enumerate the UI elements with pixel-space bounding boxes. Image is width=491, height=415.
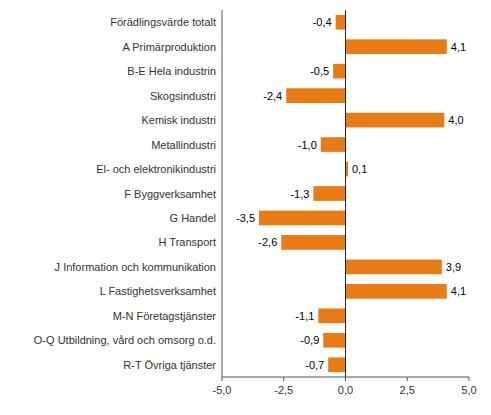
data-label: -1,3 — [290, 188, 309, 200]
category-label: Kemisk industri — [141, 114, 216, 126]
category-label: A Primärproduktion — [122, 41, 216, 53]
data-labels: -0,4 4,1 -0,5 -2,4 4,0 -1,0 0,1 -1,3 -3,5-2,6 3,9… — [236, 16, 466, 371]
bar — [318, 308, 345, 323]
bar — [281, 235, 345, 250]
data-label: -2,6 — [258, 236, 277, 248]
data-label: -1,0 — [298, 139, 317, 151]
bars — [259, 15, 447, 372]
data-label: -3,5 — [236, 212, 255, 224]
bar — [313, 186, 345, 201]
data-label: 3,9 — [446, 261, 461, 273]
bar — [286, 88, 345, 103]
chart-container: -5,0 -2,5 0,0 2,5 5,0 Förädlingsvärde totalt A… — [0, 0, 491, 415]
category-label: Skogsindustri — [150, 90, 216, 102]
category-label: F Byggverksamhet — [124, 188, 216, 200]
y-axis: Förädlingsvärde totalt A Primärproduktion… — [34, 16, 217, 371]
zero-line — [345, 10, 346, 377]
x-tick-label: 5,0 — [461, 384, 476, 396]
x-tick — [283, 377, 284, 381]
bar — [259, 211, 345, 226]
bar — [346, 113, 445, 128]
x-tick-label: -2,5 — [274, 384, 293, 396]
data-label: -2,4 — [263, 90, 282, 102]
data-label: 4,1 — [451, 41, 466, 53]
y-axis-line — [222, 10, 223, 377]
category-label: R-T Övriga tjänster — [123, 359, 216, 371]
x-axis: -5,0 -2,5 0,0 2,5 5,0 — [213, 377, 477, 396]
data-label: -0,9 — [300, 334, 319, 346]
x-tick-label: 2,5 — [400, 384, 415, 396]
category-label: L Fastighetsverksamhet — [100, 285, 216, 297]
data-label: 0,1 — [352, 163, 367, 175]
category-label: M-N Företagstjänster — [113, 310, 217, 322]
bar — [346, 39, 447, 54]
data-label: 4,1 — [451, 285, 466, 297]
bar — [336, 15, 346, 30]
bar — [328, 357, 345, 372]
category-label: O-Q Utbildning, vård och omsorg o.d. — [34, 334, 216, 346]
data-label: 4,0 — [448, 114, 463, 126]
x-tick-label: 0,0 — [338, 384, 353, 396]
bar — [346, 260, 442, 275]
x-tick — [469, 377, 470, 381]
bar — [323, 333, 345, 348]
chart-svg: -5,0 -2,5 0,0 2,5 5,0 Förädlingsvärde totalt A… — [0, 0, 491, 415]
category-label: H Transport — [159, 236, 216, 248]
category-label: El- och elektronikindustri — [96, 163, 216, 175]
bar — [321, 137, 346, 152]
category-label: B-E Hela industrin — [127, 65, 216, 77]
category-label: Metallindustri — [151, 139, 216, 151]
data-label: -1,1 — [295, 310, 314, 322]
data-label: -0,5 — [310, 65, 329, 77]
category-label: J Information och kommunikation — [55, 261, 216, 273]
x-tick — [345, 377, 346, 381]
bar — [333, 64, 345, 79]
category-label: G Handel — [170, 212, 216, 224]
x-tick-label: -5,0 — [213, 384, 232, 396]
data-label: -0,4 — [313, 16, 332, 28]
x-tick — [407, 377, 408, 381]
bar — [346, 284, 447, 299]
x-tick — [222, 377, 223, 381]
data-label: -0,7 — [305, 359, 324, 371]
category-label: Förädlingsvärde totalt — [110, 16, 216, 28]
